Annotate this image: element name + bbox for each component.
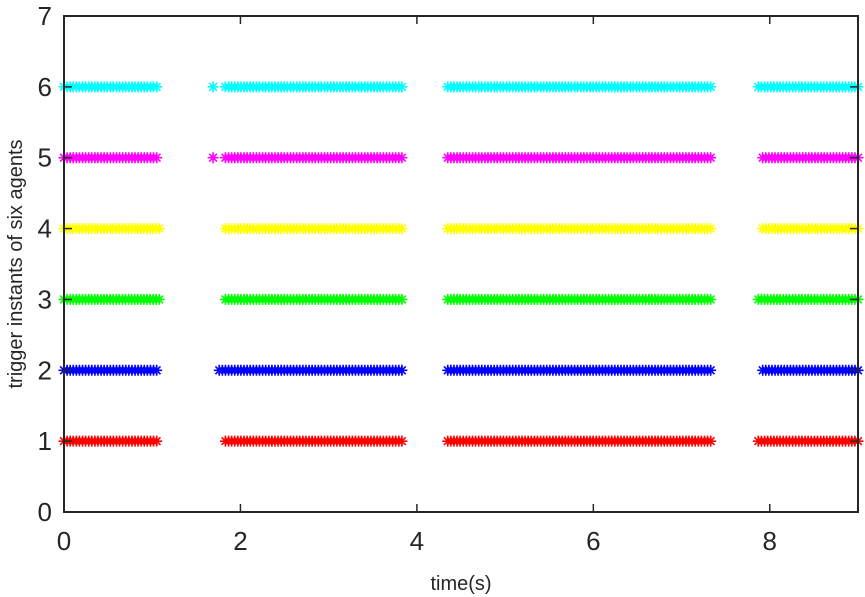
series-agent-4 bbox=[58, 223, 864, 235]
trigger-point bbox=[705, 152, 717, 164]
trigger-point-isolated bbox=[207, 81, 219, 93]
trigger-point bbox=[705, 223, 717, 235]
trigger-point bbox=[153, 293, 165, 305]
y-tick-label: 1 bbox=[38, 426, 52, 456]
series-agent-3 bbox=[58, 293, 864, 305]
y-tick-label: 4 bbox=[38, 214, 52, 244]
x-tick-label: 6 bbox=[586, 526, 600, 556]
trigger-point bbox=[153, 223, 165, 235]
x-axis-label: time(s) bbox=[430, 573, 491, 595]
trigger-point bbox=[396, 293, 408, 305]
trigger-point bbox=[705, 293, 717, 305]
series-agent-1 bbox=[58, 435, 864, 447]
y-tick-label: 0 bbox=[38, 497, 52, 527]
series-agent-5 bbox=[58, 152, 864, 164]
x-tick-label: 0 bbox=[57, 526, 71, 556]
x-tick-label: 2 bbox=[233, 526, 247, 556]
y-tick-label: 3 bbox=[38, 284, 52, 314]
trigger-point bbox=[705, 364, 717, 376]
trigger-point bbox=[151, 152, 163, 164]
trigger-point-isolated bbox=[207, 152, 219, 164]
y-tick-label: 5 bbox=[38, 143, 52, 173]
trigger-point bbox=[705, 435, 717, 447]
y-tick-label: 7 bbox=[38, 1, 52, 31]
y-axis-label: trigger instants of six agents bbox=[5, 139, 27, 388]
trigger-point bbox=[705, 81, 717, 93]
chart-marks bbox=[58, 81, 864, 447]
plot-frame bbox=[63, 15, 859, 513]
x-tick-label: 4 bbox=[410, 526, 424, 556]
trigger-point bbox=[396, 364, 408, 376]
trigger-point bbox=[396, 152, 408, 164]
y-axis-ticks: 0 1 2 3 4 5 6 7 bbox=[38, 1, 858, 527]
trigger-point bbox=[396, 81, 408, 93]
x-axis-ticks: 0 2 4 6 8 bbox=[57, 16, 777, 556]
series-agent-2 bbox=[58, 364, 864, 376]
trigger-point bbox=[151, 364, 163, 376]
series-agent-6 bbox=[58, 81, 864, 93]
trigger-point bbox=[396, 223, 408, 235]
y-tick-label: 2 bbox=[38, 355, 52, 385]
trigger-point bbox=[396, 435, 408, 447]
y-tick-label: 6 bbox=[38, 72, 52, 102]
trigger-point bbox=[151, 435, 163, 447]
trigger-point bbox=[151, 81, 163, 93]
x-tick-label: 8 bbox=[763, 526, 777, 556]
